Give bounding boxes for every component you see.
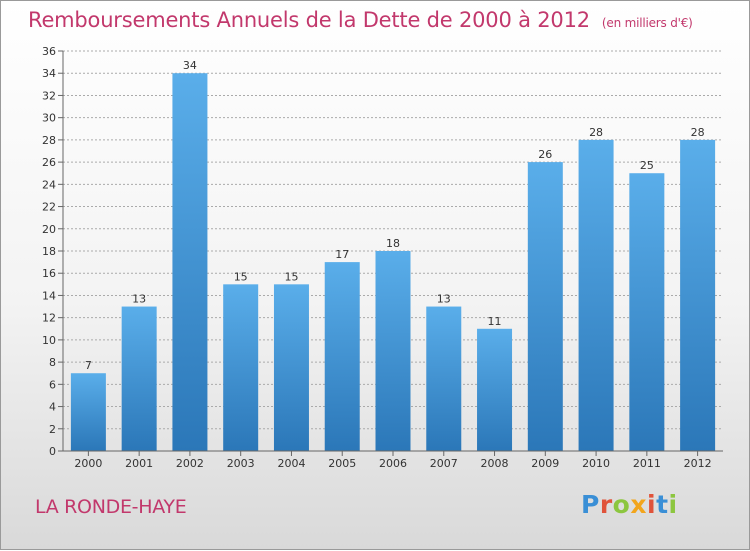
x-tick-label: 2006 — [379, 457, 407, 470]
logo-letter: o — [612, 490, 631, 519]
y-tick-label: 32 — [42, 89, 56, 102]
logo-letter: i — [647, 490, 657, 519]
x-tick-label: 2002 — [176, 457, 204, 470]
data-label: 13 — [132, 293, 146, 306]
data-label: 13 — [437, 293, 451, 306]
bar — [578, 139, 614, 451]
y-tick-label: 4 — [49, 401, 56, 414]
x-tick-label: 2012 — [684, 457, 712, 470]
data-label: 25 — [640, 159, 654, 172]
x-tick-label: 2000 — [74, 457, 102, 470]
x-tick-label: 2003 — [227, 457, 255, 470]
y-tick-label: 28 — [42, 134, 56, 147]
y-tick-label: 26 — [42, 156, 56, 169]
logo-letter: x — [630, 490, 647, 519]
bar — [121, 306, 157, 451]
logo-letter: i — [668, 490, 678, 519]
data-label: 15 — [234, 270, 248, 283]
data-label: 15 — [284, 270, 298, 283]
data-label: 17 — [335, 248, 349, 261]
bar — [324, 262, 360, 451]
axes — [58, 50, 723, 456]
data-label: 26 — [538, 148, 552, 161]
x-tick-label: 2007 — [430, 457, 458, 470]
bar — [375, 251, 411, 451]
y-tick-label: 14 — [42, 289, 56, 302]
logo-letter: r — [599, 490, 613, 519]
bar — [426, 306, 462, 451]
data-label: 34 — [183, 59, 197, 72]
x-tick-label: 2005 — [328, 457, 356, 470]
y-tick-label: 18 — [42, 245, 56, 258]
y-tick-label: 6 — [49, 378, 56, 391]
data-label: 18 — [386, 237, 400, 250]
x-tick-label: 2008 — [481, 457, 509, 470]
y-tick-label: 36 — [42, 45, 56, 58]
y-tick-label: 34 — [42, 67, 56, 80]
y-tick-label: 20 — [42, 223, 56, 236]
y-tick-label: 12 — [42, 312, 56, 325]
data-label: 28 — [589, 126, 603, 139]
bar — [273, 284, 309, 451]
x-tick-label: 2001 — [125, 457, 153, 470]
data-label: 11 — [488, 315, 502, 328]
chart-title: Remboursements Annuels de la Dette de 20… — [28, 8, 693, 32]
bars — [70, 73, 716, 451]
bar — [680, 139, 716, 451]
bar — [629, 173, 665, 451]
bar — [477, 328, 513, 451]
data-label: 7 — [85, 359, 92, 372]
y-tick-label: 24 — [42, 178, 56, 191]
y-tick-label: 16 — [42, 267, 56, 280]
labels: 0246810121416182022242628303234362000720… — [42, 45, 712, 470]
y-tick-label: 2 — [49, 423, 56, 436]
bar — [172, 73, 208, 451]
bar — [223, 284, 259, 451]
chart-subtitle: (en milliers d'€) — [601, 16, 693, 30]
x-tick-label: 2004 — [277, 457, 305, 470]
title-text: Remboursements Annuels de la Dette de 20… — [28, 8, 590, 32]
y-tick-label: 22 — [42, 201, 56, 214]
y-tick-label: 8 — [49, 356, 56, 369]
x-tick-label: 2011 — [633, 457, 661, 470]
data-label: 28 — [691, 126, 705, 139]
logo-letter: P — [581, 490, 600, 519]
x-tick-label: 2009 — [531, 457, 559, 470]
proxiti-logo[interactable]: Proxiti — [581, 490, 678, 519]
y-tick-label: 30 — [42, 112, 56, 125]
x-tick-label: 2010 — [582, 457, 610, 470]
bar — [527, 162, 563, 451]
y-tick-label: 0 — [49, 445, 56, 458]
place-name: LA RONDE-HAYE — [35, 496, 187, 518]
bar — [70, 373, 106, 451]
logo-letter: t — [656, 490, 669, 519]
y-tick-label: 10 — [42, 334, 56, 347]
